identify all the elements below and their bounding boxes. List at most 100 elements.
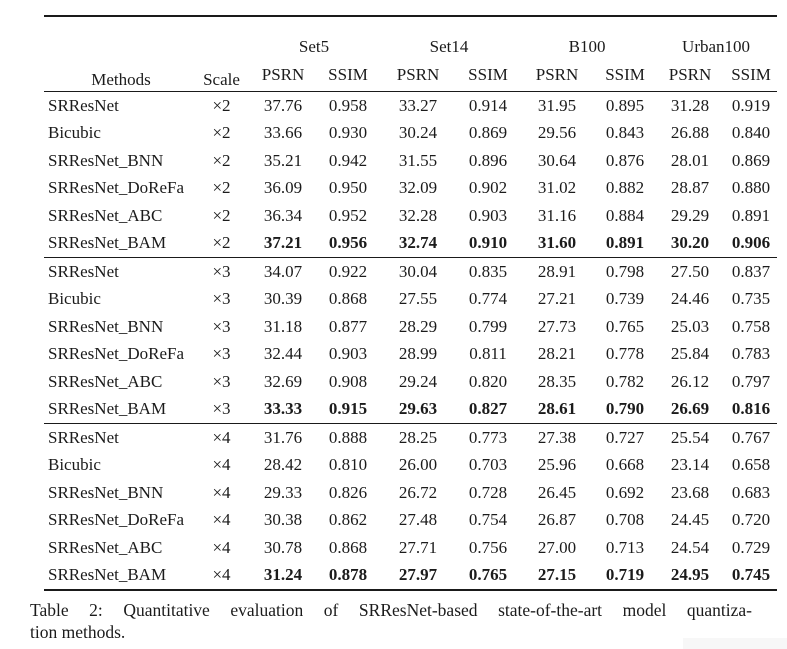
value-cell: 0.754 [468,510,508,530]
table-group-x3: SRResNet ×3 34.07 0.922 30.04 0.835 28.91 0.798… [44,257,778,424]
value-cell: 30.38 [263,510,303,530]
value-cell: 0.798 [605,261,645,281]
value-cell: 31.28 [670,95,710,115]
column-header-ssim: SSIM [328,64,368,84]
scale-cell: ×3 [212,399,231,419]
value-cell: 25.96 [537,455,577,475]
value-cell: 0.903 [328,344,368,364]
value-cell: 0.799 [468,316,508,336]
value-cell: 0.719 [605,565,645,585]
method-cell: SRResNet_DoReFa [48,510,184,530]
value-cell: 0.840 [731,123,771,143]
value-cell: 26.69 [670,399,710,419]
value-cell: 28.29 [398,316,438,336]
value-cell: 26.72 [398,482,438,502]
value-cell: 30.20 [670,233,710,253]
value-cell: 0.915 [328,399,368,419]
value-cell: 0.906 [731,233,771,253]
table-row: SRResNet_DoReFa ×3 32.44 0.903 28.99 0.811 28.… [44,341,777,369]
value-cell: 0.758 [731,316,771,336]
table-row: SRResNet ×4 31.76 0.888 28.25 0.773 27.38 0.727… [44,424,777,452]
method-cell: SRResNet [48,95,119,115]
value-cell: 36.09 [263,178,303,198]
value-cell: 32.69 [263,371,303,391]
value-cell: 27.48 [398,510,438,530]
value-cell: 0.877 [328,316,368,336]
caption-line-2: tion methods. [30,622,126,642]
value-cell: 0.919 [731,95,771,115]
scale-cell: ×2 [212,95,231,115]
value-cell: 0.958 [328,95,368,115]
value-cell: 0.888 [328,427,368,447]
value-cell: 0.902 [468,178,508,198]
value-cell: 0.756 [468,537,508,557]
metric-header-row: PSRN SSIM PSRN SSIM PSRN SSIM PSRN SSIM [44,58,777,92]
scale-cell: ×2 [212,123,231,143]
value-cell: 26.87 [537,510,577,530]
column-header-psrn: PSRN [396,64,440,84]
value-cell: 0.720 [731,510,771,530]
scale-cell: ×4 [212,482,231,502]
table-row: SRResNet_BAM ×3 33.33 0.915 29.63 0.827 28.61 0… [44,396,777,424]
value-cell: 31.55 [398,150,438,170]
table-group-x2: SRResNet ×2 37.76 0.958 33.27 0.914 31.95 0.895… [44,91,778,258]
value-cell: 28.25 [398,427,438,447]
value-cell: 30.04 [398,261,438,281]
value-cell: 27.15 [537,565,577,585]
value-cell: 28.99 [398,344,438,364]
method-cell: SRResNet_DoReFa [48,344,184,364]
value-cell: 28.91 [537,261,577,281]
value-cell: 30.78 [263,537,303,557]
value-cell: 0.692 [605,482,645,502]
value-cell: 0.727 [605,427,645,447]
value-cell: 0.827 [468,399,508,419]
value-cell: 0.882 [605,178,645,198]
method-cell: SRResNet_BNN [48,316,164,336]
value-cell: 0.735 [731,289,771,309]
value-cell: 29.29 [670,205,710,225]
value-cell: 0.708 [605,510,645,530]
value-cell: 0.914 [468,95,508,115]
value-cell: 24.45 [670,510,710,530]
value-cell: 0.908 [328,371,368,391]
method-cell: SRResNet [48,261,119,281]
column-header-psrn: PSRN [535,64,579,84]
table-row: SRResNet_ABC ×3 32.69 0.908 29.24 0.820 28.35 0… [44,368,777,396]
scale-cell: ×2 [212,233,231,253]
value-cell: 0.811 [469,344,507,364]
value-cell: 30.39 [263,289,303,309]
value-cell: 25.84 [670,344,710,364]
method-cell: SRResNet [48,427,119,447]
value-cell: 31.76 [263,427,303,447]
value-cell: 35.21 [263,150,303,170]
value-cell: 37.21 [263,233,303,253]
value-cell: 0.891 [731,205,771,225]
value-cell: 28.42 [263,455,303,475]
method-cell: SRResNet_ABC [48,371,163,391]
value-cell: 23.14 [670,455,710,475]
scale-cell: ×4 [212,455,231,475]
value-cell: 0.729 [731,537,771,557]
value-cell: 0.876 [605,150,645,170]
scale-cell: ×4 [212,427,231,447]
value-cell: 0.896 [468,150,508,170]
scale-cell: ×3 [212,344,231,364]
caption-line-1: Table 2: Quantitative evaluation of SRRe… [30,600,752,620]
table-row: SRResNet_BAM ×4 31.24 0.878 27.97 0.765 27.15 0… [44,562,777,591]
value-cell: 0.837 [731,261,771,281]
column-header-psrn: PSRN [668,64,712,84]
value-cell: 0.942 [328,150,368,170]
value-cell: 27.00 [537,537,577,557]
value-cell: 0.868 [328,537,368,557]
table-row: SRResNet_ABC ×4 30.78 0.868 27.71 0.756 27.00 0… [44,534,777,562]
column-header-methods: Methods [91,70,151,89]
value-cell: 0.816 [731,399,771,419]
value-cell: 0.820 [468,371,508,391]
value-cell: 0.668 [605,455,645,475]
results-table: Methods Scale Set5 Set14 B100 Urban100 P… [44,15,778,591]
method-cell: SRResNet_ABC [48,537,163,557]
table-row: SRResNet_ABC ×2 36.34 0.952 32.28 0.903 31.16 0… [44,202,777,230]
value-cell: 0.703 [468,455,508,475]
value-cell: 24.46 [670,289,710,309]
